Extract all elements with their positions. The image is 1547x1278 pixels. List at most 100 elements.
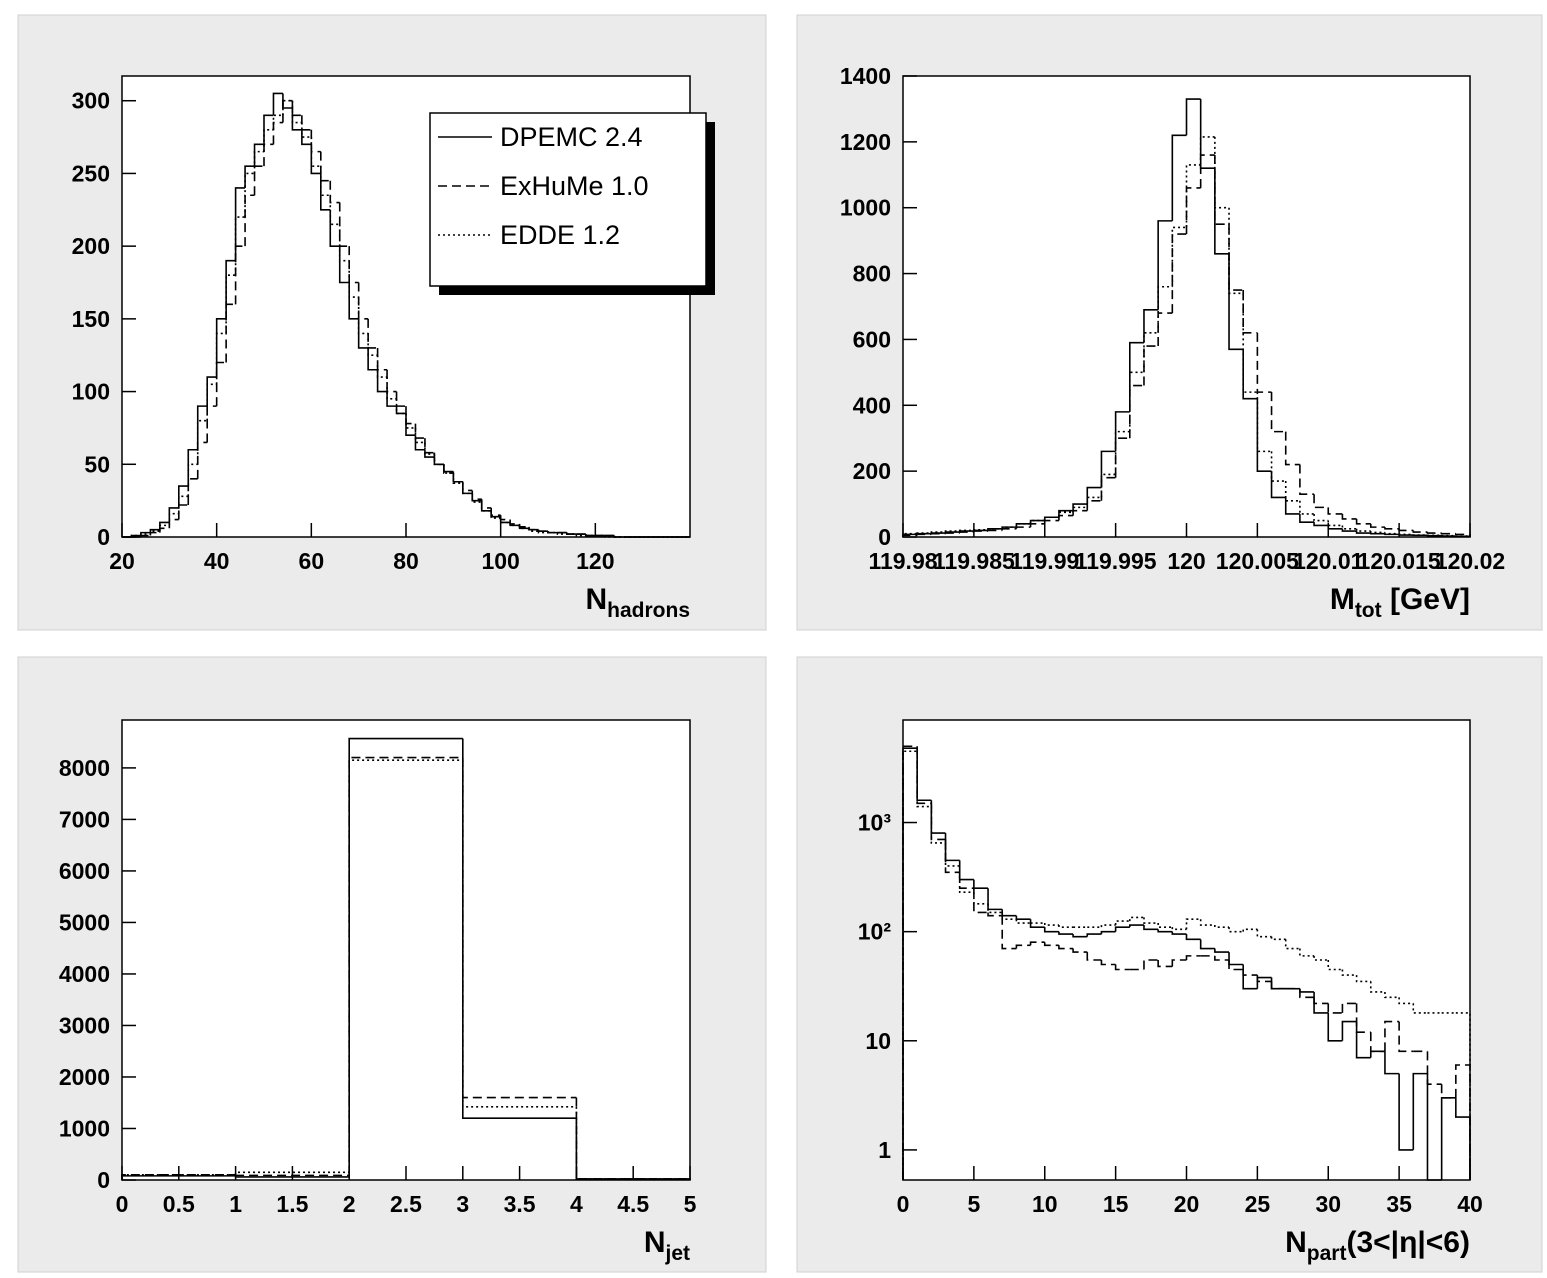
y-tick-label: 4000	[59, 961, 110, 987]
histogram-bin	[1440, 1097, 1456, 1180]
histogram-bin	[386, 377, 397, 400]
histogram-bin	[1072, 503, 1088, 511]
histogram-bin	[1384, 527, 1400, 530]
histogram-bin	[902, 745, 918, 1180]
histogram-bin	[987, 527, 1003, 530]
histogram-bin	[462, 483, 473, 495]
x-tick-label: 3.5	[504, 1191, 536, 1217]
histogram-bin	[1384, 991, 1400, 999]
histogram-bin	[1043, 942, 1059, 947]
histogram-bin	[1455, 533, 1471, 537]
histogram-bin	[1171, 959, 1187, 967]
histogram-bin	[234, 1175, 350, 1178]
histogram-bin	[1313, 997, 1329, 1005]
histogram-bin	[1369, 523, 1385, 528]
y-tick-label: 300	[72, 88, 110, 114]
histogram-bin	[168, 507, 179, 523]
y-tick-label: 250	[72, 160, 110, 186]
histogram-bin	[1072, 934, 1088, 938]
histogram-bin	[1341, 969, 1357, 976]
histogram-bin	[263, 129, 274, 152]
histogram-bin	[462, 738, 577, 1119]
histogram-bin	[1355, 531, 1371, 534]
histogram-bin	[140, 533, 151, 536]
histogram-bin	[272, 92, 283, 116]
histogram-bin	[149, 530, 160, 535]
histogram-bin	[1157, 923, 1173, 928]
histogram-bin	[386, 391, 397, 407]
histogram-bin	[1313, 522, 1329, 527]
histogram-bin	[234, 1174, 350, 1177]
histogram-bin	[1313, 494, 1329, 509]
y-tick-label: 3000	[59, 1012, 110, 1038]
histogram-bin	[452, 473, 463, 483]
histogram-bin	[149, 528, 160, 533]
x-tick-label: 0	[897, 1191, 910, 1217]
histogram-bin	[1384, 533, 1400, 536]
histogram-bin	[1001, 912, 1017, 921]
histogram-bin	[916, 532, 932, 534]
legend-label: EDDE 1.2	[500, 220, 620, 250]
x-tick-label: 120.02	[1435, 548, 1505, 574]
histogram-bin	[1214, 925, 1230, 928]
histogram-bin	[1143, 345, 1159, 386]
histogram-bin	[395, 398, 406, 415]
x-tick-label: 1.5	[276, 1191, 308, 1217]
histogram-bin	[1114, 920, 1130, 926]
histogram-bin	[1299, 464, 1315, 495]
series	[902, 154, 1471, 537]
histogram-bin	[1072, 506, 1088, 513]
y-tick-label: 800	[853, 261, 891, 287]
histogram-bin	[386, 369, 397, 393]
histogram-bin	[206, 376, 217, 407]
x-axis-label-main: N	[585, 583, 607, 616]
histogram-bin	[944, 839, 960, 874]
histogram-bin	[1355, 1003, 1371, 1033]
x-tick-label: 119.995	[1075, 548, 1157, 574]
x-tick-label: 119.985	[933, 548, 1015, 574]
histogram-bin	[320, 166, 331, 197]
histogram-bin	[480, 502, 492, 512]
histogram-bin	[348, 260, 359, 298]
x-axis-label-suffix: [GeV]	[1382, 583, 1470, 616]
y-tick-label: 200	[853, 458, 891, 484]
histogram-bin	[958, 529, 974, 532]
histogram-bin	[1199, 154, 1215, 188]
histogram-bin	[471, 493, 482, 503]
histogram-bin	[1029, 519, 1045, 524]
histogram-bin	[1455, 535, 1471, 537]
x-tick-label: 60	[299, 548, 325, 574]
histogram-bin	[1384, 1020, 1400, 1052]
histogram-bin	[1299, 513, 1315, 523]
histogram-bin	[272, 121, 283, 145]
histogram-bin	[1398, 1021, 1414, 1053]
histogram-bin	[338, 224, 350, 262]
x-tick-label: 4.5	[617, 1191, 649, 1217]
histogram-bin	[575, 1106, 691, 1180]
histogram-bin	[1256, 975, 1272, 983]
histogram-bin	[1412, 530, 1428, 533]
y-tick-label: 10²	[858, 919, 892, 945]
histogram-bin	[1228, 224, 1244, 291]
histogram-bin	[1157, 959, 1173, 968]
histogram-bin	[958, 865, 974, 893]
histogram-bin	[575, 534, 586, 537]
histogram-bin	[1313, 955, 1329, 961]
histogram-bin	[1086, 933, 1102, 937]
histogram-bin	[509, 522, 520, 527]
histogram-bin	[1284, 497, 1300, 515]
histogram-bin	[1242, 349, 1258, 400]
histogram-bin	[253, 143, 264, 167]
histogram-bin	[121, 1174, 236, 1180]
histogram-bin	[1256, 332, 1272, 393]
histogram-bin	[930, 531, 946, 534]
histogram-bin	[916, 751, 932, 808]
histogram-bin	[1299, 988, 1315, 999]
x-tick-label: 119.98	[868, 548, 937, 574]
histogram-bin	[490, 507, 501, 516]
legend-label: DPEMC 2.4	[500, 122, 643, 152]
x-axis-label-main: N	[1285, 1226, 1307, 1259]
plot-area	[902, 719, 1471, 1181]
histogram-bin	[1327, 1003, 1343, 1014]
histogram-bin	[1129, 924, 1144, 928]
